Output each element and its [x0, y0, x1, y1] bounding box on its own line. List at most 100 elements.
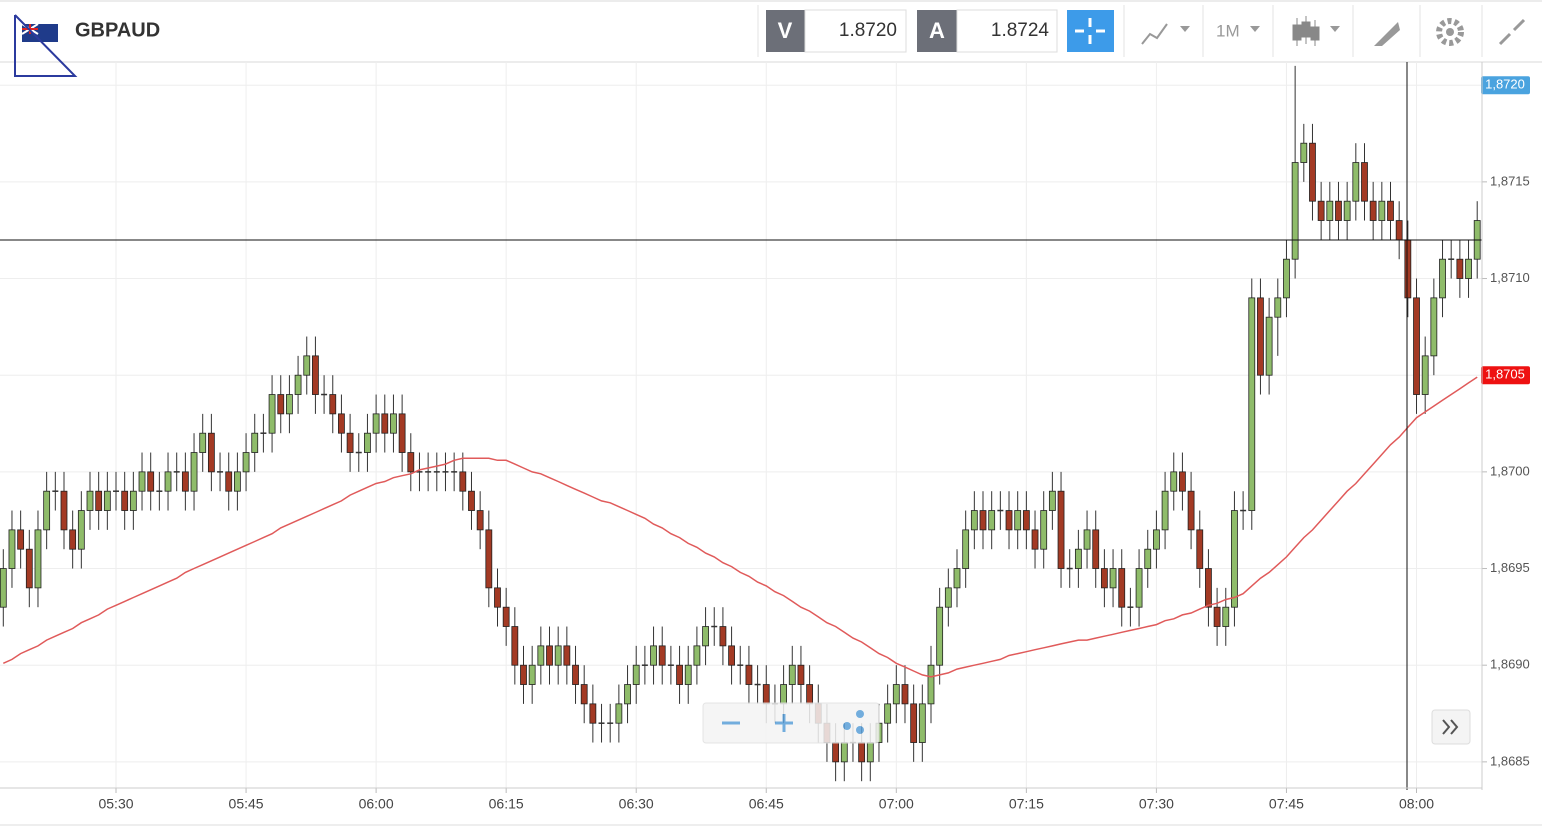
candle-body — [1300, 142, 1308, 163]
candle-body — [1465, 258, 1472, 279]
x-tick-label: 07:15 — [1009, 796, 1044, 812]
candle-body — [459, 471, 467, 492]
scroll-right-icon — [1442, 719, 1459, 735]
candle-body — [1109, 568, 1117, 589]
scroll-right-button[interactable] — [1431, 709, 1471, 745]
candle-body — [970, 510, 978, 531]
candle-body — [251, 432, 259, 453]
candle-body — [832, 742, 840, 763]
x-tick-label: 06:30 — [619, 796, 654, 812]
candle-body — [780, 684, 787, 705]
candle-body — [268, 394, 276, 434]
candle-body — [0, 568, 7, 608]
candle-body — [589, 703, 597, 724]
candle-body — [693, 645, 701, 666]
candle-body — [1083, 529, 1091, 550]
candle-body — [1309, 142, 1316, 202]
crosshair-button[interactable] — [1067, 10, 1114, 52]
y-tick-label: 1,8695 — [1490, 560, 1530, 575]
ask-label: A — [929, 18, 945, 43]
candle-body — [918, 703, 926, 743]
candle-body — [546, 645, 553, 666]
candle-body — [1343, 200, 1351, 221]
candle-body — [615, 703, 623, 724]
price-marker — [1481, 366, 1530, 385]
moving-average — [2, 376, 1478, 678]
y-tick-label: 1,8685 — [1490, 753, 1530, 768]
timeframe[interactable]: 1M — [1216, 21, 1240, 40]
plot-area: 1,8685 1,8690 1,8695 1,8700 1,8705 1,8710 1,87… — [0, 62, 1530, 812]
draw-icon[interactable] — [1374, 22, 1400, 46]
candle-body — [329, 394, 337, 415]
candle-body — [520, 664, 527, 685]
price-marker-label: 1,8720 — [1485, 77, 1525, 92]
candle-body — [207, 432, 215, 473]
settings-icon[interactable] — [1436, 18, 1464, 46]
candle-body — [121, 490, 129, 511]
candle-body — [233, 471, 241, 492]
y-tick-label: 1,8690 — [1490, 657, 1530, 672]
collapse-icon[interactable] — [1498, 18, 1526, 46]
indicator-icon[interactable] — [1141, 23, 1168, 45]
chart-type-icon[interactable] — [1292, 16, 1320, 46]
candle-body — [468, 490, 475, 511]
ask-button[interactable] — [917, 10, 957, 52]
candle-body — [537, 645, 545, 666]
candle-body — [1040, 510, 1048, 550]
candle-body — [728, 645, 735, 666]
candle-body — [719, 626, 727, 647]
candle-body — [1170, 471, 1178, 492]
candle-body — [1335, 200, 1342, 221]
x-tick-label: 08:00 — [1399, 796, 1434, 812]
candle-body — [199, 432, 207, 453]
zoom-controls — [702, 702, 880, 744]
candle-body — [1369, 200, 1377, 221]
candle-body — [1361, 162, 1368, 202]
candle-body — [476, 510, 484, 531]
candle-body — [381, 413, 389, 434]
share-icon[interactable] — [843, 722, 851, 730]
candle-body — [1135, 568, 1143, 608]
candle-body — [338, 413, 345, 434]
candle-body — [190, 452, 198, 492]
candle-body — [658, 645, 666, 666]
separators — [1123, 5, 1483, 57]
candle-body — [1153, 529, 1160, 550]
candle-body — [398, 413, 406, 453]
candle-body — [147, 471, 155, 492]
candle-body — [702, 626, 709, 647]
candle-body — [1048, 490, 1056, 511]
symbol: GBPAUD — [75, 19, 160, 41]
x-tick-label: 06:15 — [489, 796, 524, 812]
settings-icon-core — [1446, 28, 1454, 36]
candle-body — [788, 664, 796, 685]
candle-body — [17, 529, 25, 550]
candle-body — [25, 548, 33, 589]
candle-body — [988, 510, 996, 531]
x-tick-label: 06:00 — [359, 796, 394, 812]
candle-body — [277, 394, 285, 415]
ask-value: 1.8724 — [991, 20, 1050, 41]
candle-body — [1317, 200, 1325, 221]
candle-body — [1213, 606, 1221, 627]
bid-button[interactable] — [766, 10, 805, 52]
candle-body — [580, 684, 588, 705]
candle-body — [1283, 258, 1290, 299]
candle-body — [129, 490, 137, 511]
candle-body — [1231, 510, 1238, 608]
candle-body — [103, 490, 111, 511]
candle-body — [181, 471, 189, 492]
candle-body — [8, 529, 16, 569]
candle-body — [762, 684, 770, 705]
candle-body — [910, 703, 918, 743]
x-tick-label: 07:00 — [879, 796, 914, 812]
candle-body — [1057, 490, 1065, 569]
candle-body — [858, 742, 866, 763]
candle-body — [624, 684, 631, 705]
candle-body — [892, 684, 900, 705]
dropdown-arrow — [1330, 26, 1340, 32]
candle-body — [1378, 200, 1386, 221]
candle-body — [164, 471, 172, 492]
x-tick-label: 06:45 — [749, 796, 784, 812]
candle-body — [554, 645, 562, 666]
